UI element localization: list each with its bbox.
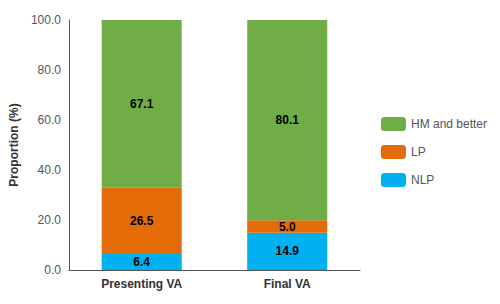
svg-text:60.0: 60.0 xyxy=(38,113,62,127)
svg-text:67.1: 67.1 xyxy=(130,97,154,111)
svg-text:20.0: 20.0 xyxy=(38,213,62,227)
svg-text:100.0: 100.0 xyxy=(31,13,61,27)
svg-text:80.1: 80.1 xyxy=(276,113,300,127)
svg-text:26.5: 26.5 xyxy=(130,214,154,228)
svg-text:Final VA: Final VA xyxy=(264,277,311,291)
svg-text:80.0: 80.0 xyxy=(38,63,62,77)
svg-text:LP: LP xyxy=(411,145,426,159)
svg-text:6.4: 6.4 xyxy=(133,255,150,269)
svg-text:Proportion (%): Proportion (%) xyxy=(7,103,21,186)
svg-text:40.0: 40.0 xyxy=(38,163,62,177)
svg-text:14.9: 14.9 xyxy=(276,244,300,258)
svg-text:0.0: 0.0 xyxy=(44,263,61,277)
svg-text:5.0: 5.0 xyxy=(279,220,296,234)
svg-text:NLP: NLP xyxy=(411,173,434,187)
svg-text:HM and better: HM and better xyxy=(411,117,487,131)
svg-text:Presenting VA: Presenting VA xyxy=(101,277,182,291)
